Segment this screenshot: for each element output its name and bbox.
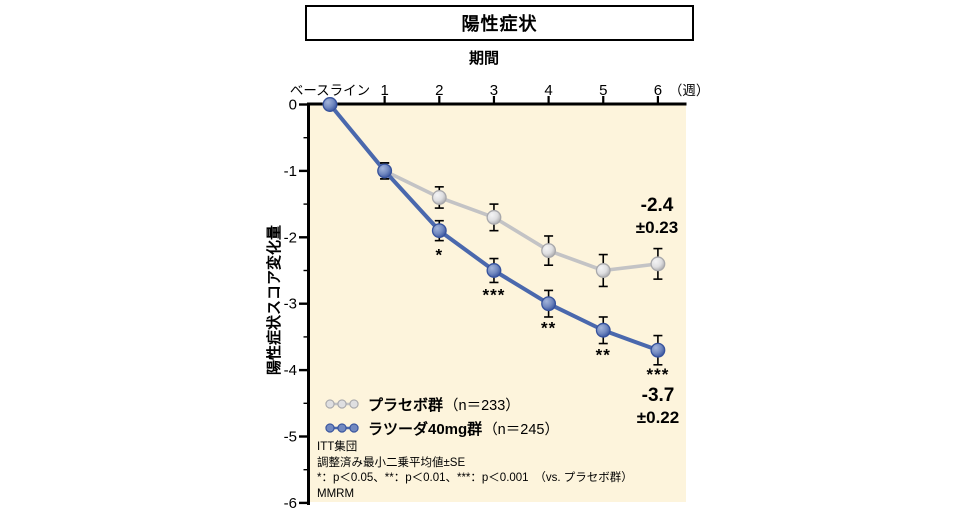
footnote-significance: *：p＜0.05、**：p＜0.01、***：p＜0.001 （vs. プラセボ… [317, 472, 633, 484]
latuda-data-point [486, 263, 502, 278]
footnote-statistic: 調整済み最小二乗平均値±SE [317, 456, 466, 469]
significance-stars: *** [646, 365, 669, 384]
latuda-end-se: ±0.22 [636, 408, 680, 427]
latuda-data-point [650, 342, 666, 358]
placebo-end-value: -2.4 [640, 195, 674, 216]
x-tick-label: 2 [435, 82, 443, 99]
legend-item-placebo: プラセボ群 （n＝233） [324, 392, 559, 416]
y-tick-label: -5 [284, 429, 297, 446]
x-tick-label: 3 [490, 82, 498, 99]
footnotes: ITT集団 調整済み最小二乗平均値±SE *：p＜0.05、**：p＜0.01、… [317, 440, 633, 502]
x-tick-label: 4 [544, 82, 552, 99]
significance-stars: * [435, 246, 443, 265]
legend-item-latuda: ラツーダ40mg群 （n＝245） [324, 416, 559, 440]
x-tick-label: 6 [654, 82, 662, 99]
placebo-end-se: ±0.23 [635, 218, 679, 237]
y-tick-label: -3 [284, 296, 297, 313]
latuda-line-marker-icon [325, 423, 359, 433]
placebo-line-marker-icon [325, 399, 359, 409]
y-tick-label: -2 [284, 229, 297, 246]
significance-stars: ** [541, 319, 556, 338]
legend-latuda-count: （n＝245） [483, 421, 559, 438]
legend-latuda-label: ラツーダ40mg群 [368, 420, 483, 438]
legend-placebo-count: （n＝233） [444, 397, 520, 414]
placebo-end-label: -2.4 ±0.23 [611, 195, 703, 238]
x-tick-label: ベースライン [290, 83, 370, 98]
legend-placebo-label: プラセボ群 [368, 396, 444, 414]
legend: プラセボ群 （n＝233） ラツーダ40mg群 （n＝245） [324, 392, 559, 440]
placebo-data-point [431, 190, 447, 205]
x-tick-label: 1 [380, 82, 388, 99]
placebo-data-point [595, 263, 611, 278]
latuda-end-label: -3.7 ±0.22 [612, 385, 704, 428]
chart-title-box: 陽性症状 [305, 5, 694, 41]
placebo-data-point [486, 209, 502, 225]
y-tick-label: 0 [289, 97, 297, 114]
latuda-end-value: -3.7 [641, 385, 675, 406]
latuda-data-point [595, 322, 611, 338]
footnote-model: MMRM [317, 487, 355, 500]
latuda-data-point [322, 97, 338, 112]
latuda-data-point [541, 296, 557, 312]
plot-background [310, 105, 686, 502]
y-tick-label: -4 [284, 362, 297, 379]
x-axis-unit-label: （週） [669, 83, 710, 98]
x-axis-title: 期間 [468, 50, 499, 67]
placebo-data-point [650, 256, 666, 272]
latuda-data-point [377, 163, 393, 179]
significance-stars: ** [596, 345, 611, 364]
y-tick-label: -6 [284, 495, 297, 512]
y-tick-label: -1 [284, 163, 297, 180]
placebo-data-point [541, 243, 557, 259]
latuda-data-point [431, 223, 447, 239]
x-tick-label: 5 [599, 82, 607, 99]
significance-stars: *** [483, 286, 506, 305]
chart-title: 陽性症状 [461, 14, 538, 34]
footnote-population: ITT集団 [317, 441, 358, 453]
